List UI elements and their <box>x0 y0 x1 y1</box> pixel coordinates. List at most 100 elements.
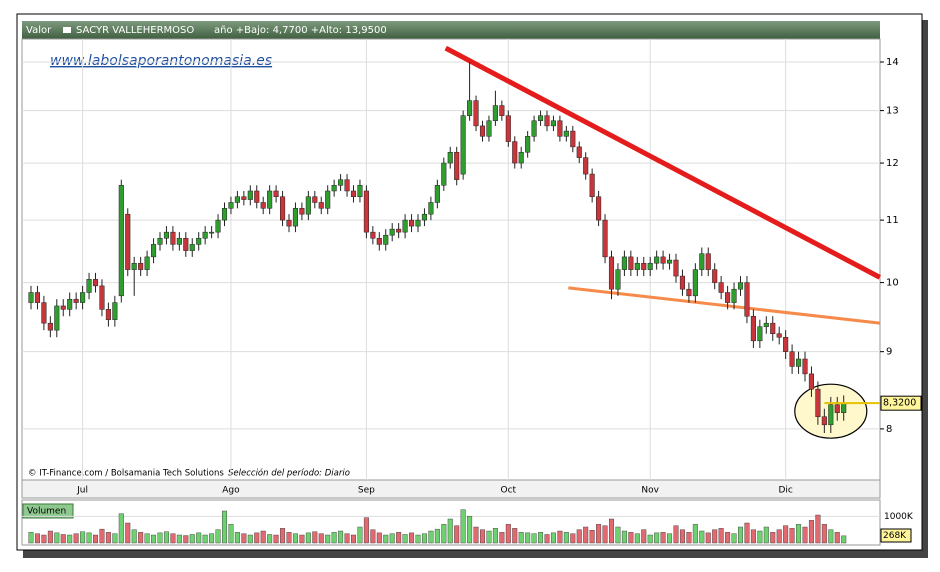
volume-bar <box>499 532 505 544</box>
candle-body <box>486 120 492 137</box>
last-price-label: 8,3200 <box>883 398 916 409</box>
candle-body <box>660 256 666 264</box>
volume-bar <box>421 533 427 544</box>
volume-bar <box>131 529 137 544</box>
candle-body <box>705 253 711 270</box>
candle-body <box>196 237 202 245</box>
candle-body <box>679 275 686 290</box>
candle-body <box>796 358 802 367</box>
last-volume-box <box>880 528 912 543</box>
volume-bar <box>267 534 273 544</box>
x-tick-label: Nov <box>641 486 659 496</box>
volume-bar <box>105 532 111 544</box>
volume-bar <box>731 533 737 544</box>
volume-bar <box>505 524 511 544</box>
volume-bar <box>389 533 395 544</box>
volume-bar <box>318 533 324 544</box>
header-label: Valor <box>26 25 52 36</box>
candle-body <box>815 388 821 417</box>
volume-bar <box>808 520 814 544</box>
candle-body <box>641 262 647 270</box>
x-axis-band <box>21 479 881 499</box>
candle-body <box>409 219 415 227</box>
candle-body <box>615 269 621 290</box>
candle-body <box>686 288 692 297</box>
volume-bar <box>570 533 576 544</box>
last-volume-label: 268K <box>883 531 907 541</box>
candle-body <box>621 256 627 270</box>
candle-body <box>634 262 640 270</box>
volume-bar <box>492 528 498 544</box>
candle-body <box>557 120 563 137</box>
candle-body <box>151 244 157 258</box>
candle-body <box>402 219 408 233</box>
candle-body <box>131 262 137 270</box>
candle-body <box>80 292 86 303</box>
volume-bar <box>241 533 247 544</box>
candle-body <box>492 105 498 122</box>
candle-body <box>654 256 660 264</box>
y-tick-label: 13 <box>886 106 899 117</box>
volume-bar <box>596 524 602 544</box>
candle-body <box>305 196 311 215</box>
candle-body <box>763 322 769 327</box>
volume-bar <box>441 524 447 544</box>
candle-body <box>228 202 234 209</box>
candle-body <box>415 219 421 227</box>
candle-body <box>505 115 511 142</box>
candle-body <box>667 259 673 264</box>
candle-body <box>92 279 99 287</box>
candle-body <box>628 256 634 270</box>
volume-bar <box>634 533 640 544</box>
x-tick-label: Sep <box>358 486 375 496</box>
volume-bar <box>460 509 466 544</box>
volume-bar <box>305 532 311 544</box>
candle-body <box>331 185 337 192</box>
volume-bar <box>621 530 627 544</box>
volume-bar <box>254 532 260 544</box>
volume-bar <box>763 526 769 544</box>
volume-bar <box>531 533 537 544</box>
volume-bar <box>589 530 595 544</box>
volume-bar <box>647 534 653 544</box>
volume-bar <box>692 524 698 544</box>
volume-bar <box>660 532 666 544</box>
candle-body <box>512 141 518 164</box>
volume-bar <box>841 535 847 544</box>
volume-bar <box>834 532 840 544</box>
candle-body <box>157 237 163 245</box>
candle-body <box>170 231 176 245</box>
candle-body <box>350 190 357 197</box>
volume-bar <box>821 524 827 544</box>
candle-body <box>428 202 434 215</box>
candle-body <box>376 237 382 245</box>
volume-bar <box>163 531 169 544</box>
candle-body <box>563 130 569 137</box>
volume-bar <box>54 532 60 544</box>
candle-body <box>828 404 834 426</box>
candle-body <box>67 298 73 310</box>
volume-bar <box>73 533 79 544</box>
volume-bar <box>228 524 234 544</box>
candle-body <box>544 115 550 127</box>
watermark: www.labolsaporantonomasia.es <box>50 53 272 69</box>
volume-bar <box>828 529 834 544</box>
volume-bar <box>654 532 660 544</box>
y-tick-label: 11 <box>886 215 899 226</box>
period: Selección del período: Diario <box>228 468 350 479</box>
credits: © IT-Finance.com / Bolsamania Tech Solut… <box>28 469 224 479</box>
candle-body <box>589 173 595 197</box>
volume-bar <box>196 532 202 544</box>
volume-bar <box>299 534 305 544</box>
volume-bar <box>602 525 608 544</box>
volume-bar <box>525 532 531 544</box>
candle-body <box>105 309 111 320</box>
volume-bar <box>125 522 131 544</box>
volume-bar <box>80 531 86 544</box>
candle-body <box>602 219 608 258</box>
volume-bar <box>338 530 344 544</box>
volume-bar <box>41 534 47 544</box>
volume-bar <box>189 534 195 544</box>
volume-bar <box>815 514 821 544</box>
volume-bar <box>576 529 582 544</box>
